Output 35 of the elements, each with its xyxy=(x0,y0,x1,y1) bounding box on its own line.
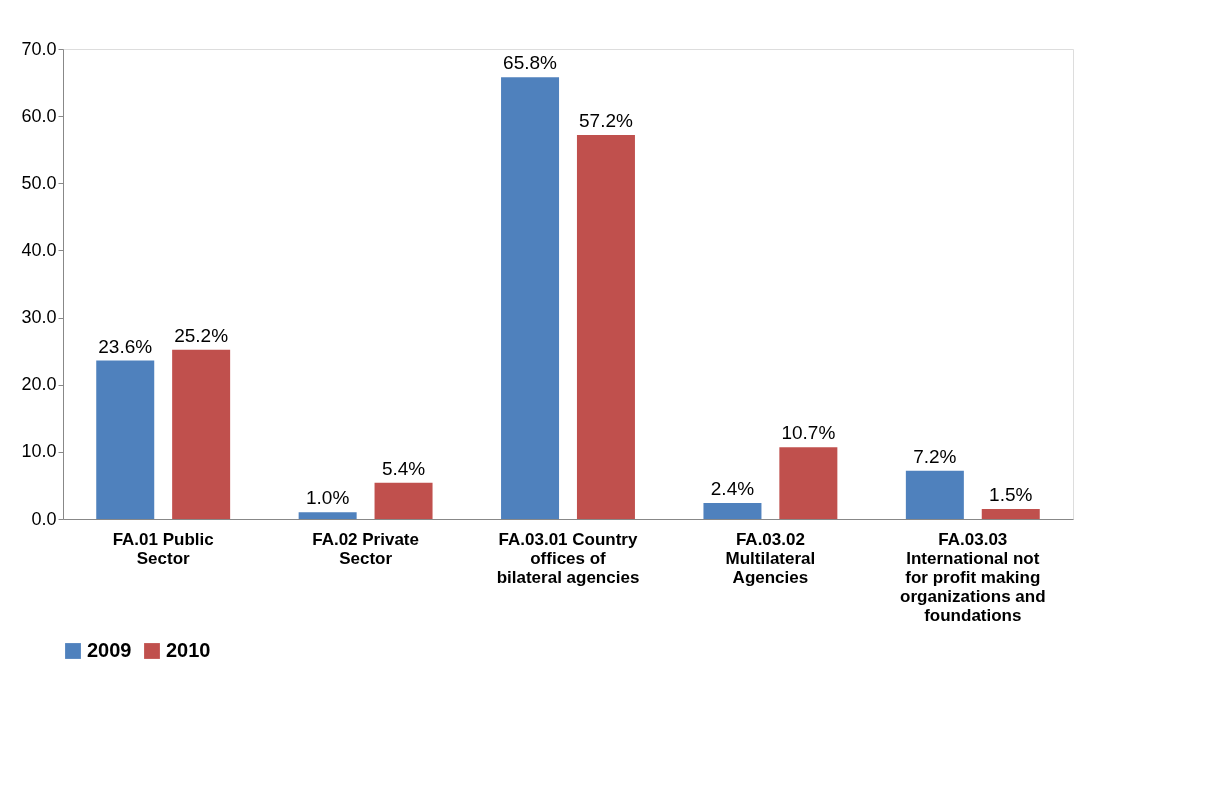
data-label: 65.8% xyxy=(503,52,558,74)
bar xyxy=(981,508,1040,519)
bar xyxy=(501,77,560,519)
data-label: 23.6% xyxy=(98,335,153,357)
bar xyxy=(172,349,231,519)
x-tick-label: FA.03.03 International not for profit making organizations and foundations xyxy=(900,529,1046,625)
bar xyxy=(905,470,964,519)
bar xyxy=(374,482,433,519)
y-tick-label: 50.0 xyxy=(21,172,57,193)
x-tick-label: FA.01 Public Sector xyxy=(112,529,214,568)
y-tick-label: 60.0 xyxy=(21,105,57,126)
data-label: 1.0% xyxy=(305,487,350,509)
bar xyxy=(703,502,762,519)
bar xyxy=(298,512,357,519)
y-tick-label: 30.0 xyxy=(21,307,57,328)
x-tick-label: FA.03.01 Country offices of bilateral agencies xyxy=(496,529,640,587)
data-label: 7.2% xyxy=(913,445,957,467)
bar xyxy=(96,360,155,519)
data-label: 25.2% xyxy=(174,324,229,346)
data-label: 2.4% xyxy=(710,477,755,499)
data-label: 10.7% xyxy=(781,422,836,444)
y-tick-label: 20.0 xyxy=(21,374,57,395)
y-tick-label: 10.0 xyxy=(21,441,57,462)
data-label: 5.4% xyxy=(381,457,426,479)
x-tick-label: FA.03.02 Multilateral Agencies xyxy=(725,529,816,587)
data-label: 1.5% xyxy=(989,483,1033,505)
x-tick-label: FA.02 Private Sector xyxy=(312,529,419,568)
bar xyxy=(779,447,838,519)
legend-label: 2010 xyxy=(166,639,211,661)
legend-label: 2009 xyxy=(87,639,132,661)
y-tick-label: 0.0 xyxy=(31,508,57,529)
y-tick-label: 40.0 xyxy=(21,239,57,260)
y-tick-label: 70.0 xyxy=(21,38,57,59)
data-label: 57.2% xyxy=(579,109,633,131)
bar xyxy=(576,134,635,519)
